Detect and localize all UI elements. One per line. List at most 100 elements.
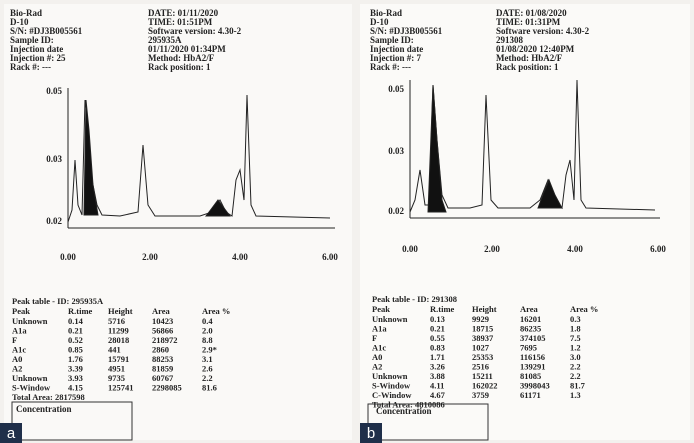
table-cell: A1c (372, 342, 386, 352)
table-title: Peak table - ID: 291308 (372, 294, 457, 304)
table-cell: 18715 (472, 323, 493, 333)
table-cell: 162022 (472, 380, 498, 390)
x-tick-label: 4.00 (567, 244, 583, 254)
table-cell: A1c (12, 344, 26, 354)
table-cell: 81.6 (202, 382, 217, 392)
table-cell: 2860 (152, 344, 169, 354)
table-cell: 0.55 (430, 333, 445, 343)
table-cell: 0.52 (68, 335, 83, 345)
table-cell: 4951 (108, 363, 125, 373)
table-cell: 0.21 (430, 323, 445, 333)
table-cell: 7695 (520, 342, 537, 352)
label-text: a (7, 425, 16, 442)
column-header: Peak (12, 306, 30, 316)
concentration-label: Concentration (376, 406, 432, 416)
table-cell: 2516 (472, 361, 489, 371)
table-cell: 3.26 (430, 361, 445, 371)
table-cell: 0.3 (570, 314, 581, 324)
table-cell: 0.14 (68, 316, 84, 326)
column-header: Area % (202, 306, 230, 316)
y-tick-label: 0.05 (46, 86, 62, 96)
table-cell: 8.8 (202, 335, 213, 345)
table-cell: 2.2 (570, 371, 581, 381)
column-header: Area (520, 304, 539, 314)
x-tick-label: 2.00 (484, 244, 500, 254)
table-cell: A2 (12, 363, 22, 373)
y-tick-label: 0.02 (388, 206, 404, 216)
table-cell: A1a (372, 323, 387, 333)
x-tick-label: 6.00 (650, 244, 666, 254)
table-cell: 4.15 (68, 382, 83, 392)
table-cell: Unknown (12, 373, 48, 383)
y-tick-label: 0.02 (46, 216, 62, 226)
table-cell: 88253 (152, 354, 173, 364)
table-cell: 0.13 (430, 314, 445, 324)
table-cell: 3.88 (430, 371, 445, 381)
table-cell: 125741 (108, 382, 134, 392)
table-cell: A0 (12, 354, 22, 364)
y-tick-label: 0.03 (388, 146, 404, 156)
table-cell: 1.2 (570, 342, 581, 352)
column-header: Height (108, 306, 133, 316)
table-cell: 3.1 (202, 354, 213, 364)
table-cell: 28018 (108, 335, 129, 345)
table-cell: C-Window (372, 390, 412, 400)
table-title: Peak table - ID: 295935A (12, 296, 104, 306)
x-tick-label: 4.00 (232, 252, 248, 262)
table-cell: 4.11 (430, 380, 444, 390)
table-cell: 15211 (472, 371, 493, 381)
table-cell: 1027 (472, 342, 490, 352)
table-cell: 139291 (520, 361, 546, 371)
header-text: Rack #: --- (370, 62, 411, 72)
x-tick-label: 0.00 (60, 252, 76, 262)
table-cell: 2.2 (202, 373, 213, 383)
table-cell: 3759 (472, 390, 489, 400)
table-cell: 61171 (520, 390, 541, 400)
x-tick-label: 2.00 (142, 252, 158, 262)
table-cell: 2.6 (202, 363, 213, 373)
table-cell: 1.8 (570, 323, 581, 333)
table-cell: 1.3 (570, 390, 581, 400)
table-cell: 10423 (152, 316, 173, 326)
y-tick-label: 0.05 (388, 84, 404, 94)
table-cell: 16201 (520, 314, 541, 324)
table-cell: 15791 (108, 354, 129, 364)
table-cell: A0 (372, 352, 382, 362)
table-cell: 7.5 (570, 333, 581, 343)
table-cell: 2298085 (152, 382, 182, 392)
label-text: b (367, 425, 375, 442)
table-cell: 0.83 (430, 342, 445, 352)
table-cell: 441 (108, 344, 121, 354)
panel-label: a (0, 423, 22, 443)
table-cell: 86235 (520, 323, 541, 333)
panel-label: b (360, 423, 382, 443)
table-cell: 218972 (152, 335, 178, 345)
header-text: Rack position: 1 (496, 62, 559, 72)
table-cell: 9735 (108, 373, 125, 383)
table-cell: F (372, 333, 377, 343)
table-cell: 81085 (520, 371, 541, 381)
table-cell: 9929 (472, 314, 489, 324)
column-header: Peak (372, 304, 390, 314)
table-cell: 3.93 (68, 373, 83, 383)
table-cell: 5716 (108, 316, 125, 326)
table-cell: 1.76 (68, 354, 83, 364)
page: {"panels": [ {"label": "a", "header": {"… (0, 0, 694, 443)
concentration-label: Concentration (16, 404, 72, 414)
table-cell: 38937 (472, 333, 494, 343)
x-tick-label: 0.00 (402, 244, 418, 254)
y-tick-label: 0.03 (46, 154, 62, 164)
table-cell: 11299 (108, 325, 129, 335)
table-cell: 2.2 (570, 361, 581, 371)
table-cell: 3998043 (520, 380, 550, 390)
table-cell: 0.85 (68, 344, 83, 354)
table-cell: 60767 (152, 373, 174, 383)
header-text: Rack position: 1 (148, 62, 211, 72)
table-cell: Unknown (372, 314, 408, 324)
table-cell: S-Window (372, 380, 411, 390)
table-cell: 0.21 (68, 325, 83, 335)
column-header: Height (472, 304, 497, 314)
header-text: Rack #: --- (10, 62, 51, 72)
column-header: Area (152, 306, 171, 316)
column-header: Area % (570, 304, 598, 314)
